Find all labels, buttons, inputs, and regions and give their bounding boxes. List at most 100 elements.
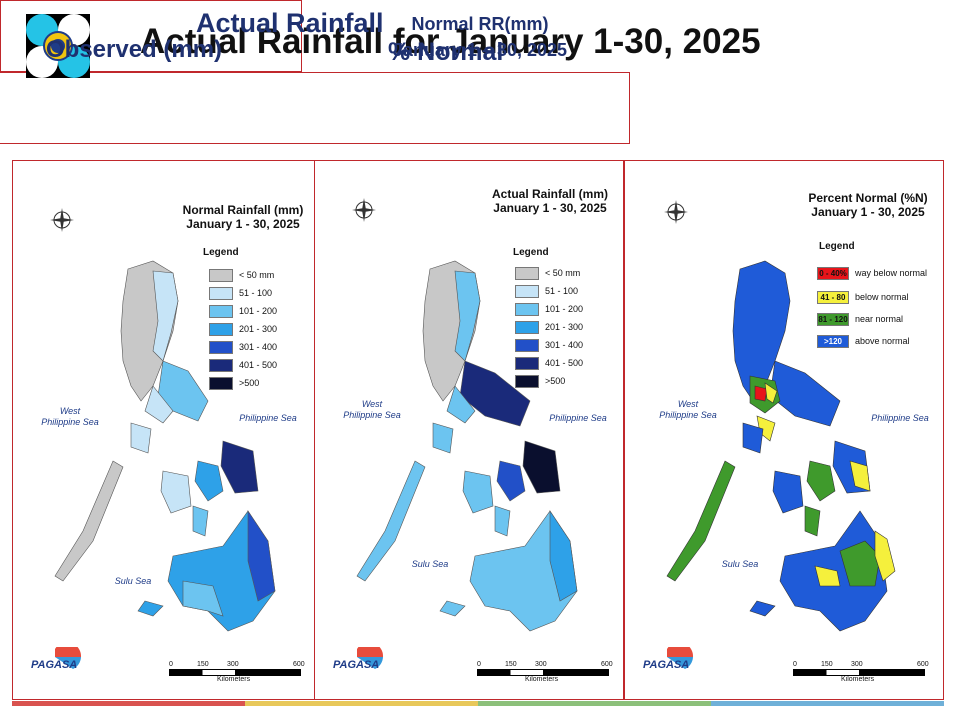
legend-swatch xyxy=(209,287,233,300)
sea-label-east: Philippine Sea xyxy=(871,413,929,423)
legend-swatch xyxy=(515,357,539,370)
scale-tick: 300 xyxy=(851,661,863,668)
scale-tick: 600 xyxy=(293,661,305,668)
scale-tick: 150 xyxy=(505,661,517,668)
scale-bar-graphic xyxy=(169,669,301,676)
sea-label-west: West Philippine Sea xyxy=(35,406,105,428)
sea-west-line1: West xyxy=(677,399,699,409)
scale-tick: 0 xyxy=(169,661,173,668)
legend-swatch xyxy=(209,305,233,318)
scale-tick: 0 xyxy=(477,661,481,668)
legend-label: 401 - 500 xyxy=(545,358,584,368)
legend-swatch xyxy=(515,339,539,352)
legend-swatch xyxy=(209,323,233,336)
legend-label: 201 - 300 xyxy=(545,322,584,332)
legend-swatch xyxy=(209,269,233,282)
legend-swatch xyxy=(209,359,233,372)
map-title-line1: Normal Rainfall (mm) xyxy=(182,203,304,217)
actual-rainfall-map xyxy=(356,260,578,632)
legend-swatch xyxy=(515,285,539,298)
header-percent-normal-label: % Normal xyxy=(388,38,504,66)
footer-strip-segment xyxy=(478,701,711,706)
legend-swatch: 41 - 80 xyxy=(817,291,849,304)
legend-label: below normal xyxy=(855,292,909,302)
pagasa-logo-text: PAGASA xyxy=(333,659,380,671)
legend-swatch: 0 - 40% xyxy=(817,267,849,280)
pagasa-seal-logo xyxy=(26,14,90,78)
scale-tick: 600 xyxy=(917,661,929,668)
legend-swatch xyxy=(209,341,233,354)
sea-label-east: Philippine Sea xyxy=(239,413,297,423)
scale-unit: Kilometers xyxy=(217,676,251,683)
header-observed-label: Observed (mm) xyxy=(46,36,223,63)
footer-color-strip xyxy=(12,701,944,706)
sea-label-south: Sulu Sea xyxy=(411,559,449,569)
legend-label: way below normal xyxy=(855,268,928,278)
map-panel-percent-normal: Percent Normal (%N) January 1 - 30, 2025… xyxy=(624,160,944,700)
scale-bar-graphic xyxy=(793,669,925,676)
legend-swatch: 81 - 120 xyxy=(817,313,849,326)
map-title-line2: January 1 - 30, 2025 xyxy=(493,201,607,215)
scale-tick: 600 xyxy=(601,661,613,668)
pagasa-footer-logo: PAGASA xyxy=(637,647,697,677)
scale-bar: 0 150 300 600 Kilometers xyxy=(793,661,933,683)
percent-normal-map xyxy=(666,260,896,632)
scale-bar: 0 150 300 600 Kilometers xyxy=(169,661,309,683)
legend-swatch xyxy=(209,377,233,390)
legend-label: 301 - 400 xyxy=(239,342,278,352)
legend-swatch xyxy=(515,267,539,280)
sea-west-line2: Philippine Sea xyxy=(659,410,717,420)
sea-west-line1: West xyxy=(361,399,383,409)
legend-label: 101 - 200 xyxy=(239,306,278,316)
legend-swatch xyxy=(515,303,539,316)
legend-swatch xyxy=(515,321,539,334)
legend-label: 201 - 300 xyxy=(239,324,278,334)
sea-west-line2: Philippine Sea xyxy=(41,417,99,427)
legend-label: 401 - 500 xyxy=(239,360,278,370)
compass-rose-icon xyxy=(47,205,77,235)
scale-tick: 300 xyxy=(227,661,239,668)
legend-label: < 50 mm xyxy=(239,270,275,280)
sea-label-south: Sulu Sea xyxy=(721,559,759,569)
legend-label: 51 - 100 xyxy=(239,288,273,298)
scale-tick: 150 xyxy=(197,661,209,668)
sea-label-south: Sulu Sea xyxy=(114,576,152,586)
legend-swatch: >120 xyxy=(817,335,849,348)
scale-tick: 0 xyxy=(793,661,797,668)
sea-label-west: West Philippine Sea xyxy=(653,399,723,421)
legend-label: 51 - 100 xyxy=(545,286,579,296)
map-title-line1: Percent Normal (%N) xyxy=(808,191,928,205)
legend-title: Legend xyxy=(819,241,855,252)
footer-strip-segment xyxy=(245,701,478,706)
map-title-line2: January 1 - 30, 2025 xyxy=(811,205,925,219)
legend-title: Legend xyxy=(203,247,239,258)
legend-title: Legend xyxy=(513,247,549,258)
pagasa-footer-logo: PAGASA xyxy=(25,647,85,677)
legend-swatch xyxy=(515,375,539,388)
sea-label-west: West Philippine Sea xyxy=(337,399,407,421)
map-title-line1: Actual Rainfall (mm) xyxy=(491,187,608,201)
footer-strip-segment xyxy=(711,701,944,706)
compass-rose-icon xyxy=(349,195,379,225)
footer-strip-segment xyxy=(12,701,245,706)
scale-bar: 0 150 300 600 Kilometers xyxy=(477,661,617,683)
legend-label: 301 - 400 xyxy=(545,340,584,350)
map-title-line2: January 1 - 30, 2025 xyxy=(186,217,300,231)
scale-unit: Kilometers xyxy=(525,676,559,683)
scale-bar-graphic xyxy=(477,669,609,676)
legend-label: near normal xyxy=(855,314,904,324)
header-normal-line2: January 1 – 30, 2025 xyxy=(392,40,568,60)
legend-label: above normal xyxy=(855,336,910,346)
sea-west-line2: Philippine Sea xyxy=(343,410,401,420)
page-title: Actual Rainfall for January 1-30, 2025 xyxy=(140,22,761,61)
header-normal-box: Normal RR(mm) January 1 – 30, 2025 xyxy=(0,0,567,72)
legend-label: < 50 mm xyxy=(545,268,581,278)
map-panel-actual: Actual Rainfall (mm) January 1 - 30, 202… xyxy=(314,160,624,700)
map-panel-normal: Normal Rainfall (mm) January 1 - 30, 202… xyxy=(12,160,322,700)
header-normal-line1: Normal RR(mm) xyxy=(411,14,549,34)
scale-unit: Kilometers xyxy=(841,676,875,683)
pagasa-logo-text: PAGASA xyxy=(31,659,78,671)
sea-west-line1: West xyxy=(59,406,81,416)
scale-tick: 300 xyxy=(535,661,547,668)
legend-label: >500 xyxy=(545,376,566,386)
